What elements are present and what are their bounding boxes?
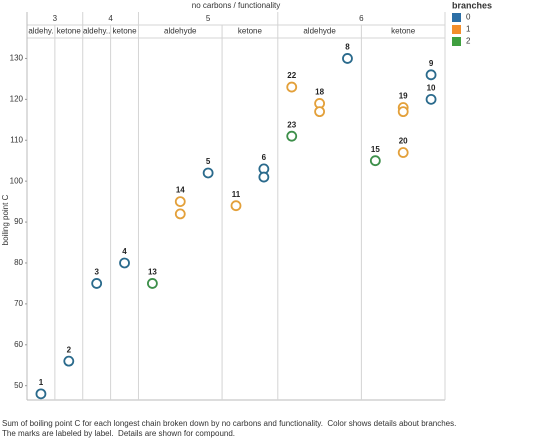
column-header: ketone <box>391 27 416 36</box>
y-axis-label: boiling point C <box>1 194 10 245</box>
column-header: aldehy.. <box>83 27 110 36</box>
point-label: 3 <box>94 268 99 277</box>
column-header: ketone <box>57 27 82 36</box>
point-label: 18 <box>315 88 324 97</box>
data-point <box>63 355 75 367</box>
chart-title: no carbons / functionality <box>192 1 281 10</box>
data-point <box>119 257 130 269</box>
page: {"chart_data": { "type": "scatter", "tit… <box>1 0 493 438</box>
column-header: ketone <box>113 27 138 36</box>
data-point <box>230 200 242 212</box>
y-tick-label: 120 <box>10 94 24 103</box>
legend-label: 1 <box>466 25 471 34</box>
legend-label: 0 <box>466 13 471 22</box>
column-header: aldehy. <box>28 27 53 36</box>
point-label: 9 <box>429 59 434 68</box>
column-header: ketone <box>238 27 263 36</box>
point-label: 2 <box>67 345 72 354</box>
point-label: 4 <box>122 247 127 256</box>
data-point <box>202 167 214 179</box>
data-point <box>425 69 437 81</box>
y-tick-label: 100 <box>10 176 24 185</box>
data-point <box>369 155 381 167</box>
data-point <box>258 171 270 183</box>
point-label: 1 <box>39 378 44 387</box>
data-point <box>425 93 437 105</box>
caption: Sum of boiling point C for each longest … <box>2 419 538 439</box>
legend-label: 2 <box>466 37 471 46</box>
point-label: 14 <box>176 186 185 195</box>
caption-line: Sum of boiling point C for each longest … <box>2 419 457 428</box>
data-point <box>342 53 353 64</box>
data-point <box>35 388 47 400</box>
data-point <box>286 130 298 142</box>
legend-swatch <box>452 13 461 22</box>
point-label: 6 <box>262 153 267 162</box>
y-tick-label: 90 <box>14 217 23 226</box>
chart: no carbons / functionality boiling point… <box>1 0 492 401</box>
point-label: 13 <box>148 268 157 277</box>
point-label: 10 <box>427 83 436 92</box>
data-point <box>397 106 409 118</box>
y-tick-label: 80 <box>14 258 23 267</box>
data-point <box>174 208 186 220</box>
column-header: aldehyde <box>164 27 197 36</box>
y-tick-label: 50 <box>14 381 23 390</box>
data-point <box>146 278 158 289</box>
point-label: 11 <box>232 190 241 199</box>
group-header: 5 <box>206 14 211 23</box>
y-tick-label: 60 <box>14 340 23 349</box>
point-label: 15 <box>371 145 380 154</box>
point-label: 8 <box>345 43 350 52</box>
point-label: 5 <box>206 157 211 166</box>
data-point <box>91 278 103 289</box>
y-tick-label: 110 <box>10 135 23 144</box>
point-label: 19 <box>399 92 408 101</box>
data-point <box>174 196 186 208</box>
legend-swatch <box>452 37 461 46</box>
legend-swatch <box>452 25 461 34</box>
data-point <box>314 106 326 118</box>
caption-line: The marks are labeled by label. Details … <box>2 429 236 438</box>
point-label: 20 <box>399 137 408 146</box>
legend-title: branches <box>452 0 492 10</box>
data-point <box>286 81 298 93</box>
point-label: 23 <box>287 120 296 129</box>
y-tick-label: 130 <box>10 54 24 63</box>
column-header: aldehyde <box>303 27 336 36</box>
group-header: 4 <box>108 14 113 23</box>
group-header: 3 <box>53 14 58 23</box>
y-tick-label: 70 <box>14 299 23 308</box>
group-header: 6 <box>359 14 364 23</box>
point-label: 22 <box>287 71 296 80</box>
data-point <box>397 147 409 158</box>
